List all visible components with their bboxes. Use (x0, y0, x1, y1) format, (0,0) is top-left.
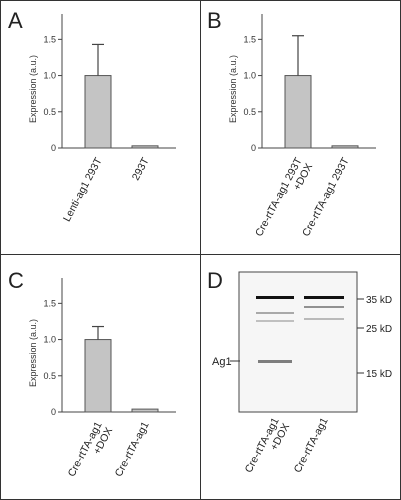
blot-band-lane2-faint-b (304, 318, 344, 320)
panel-a-category-label-2-line1: 293T (130, 155, 152, 182)
blot-background (240, 273, 356, 411)
blot-band-lane2-35kd (304, 296, 344, 299)
blot-band-lane1-35kd (256, 296, 294, 299)
panel-a-y-tick-label: 0 (51, 143, 56, 153)
panel-b-y-tick-label: 0 (251, 143, 256, 153)
panel-d-blot: D 35 kD 25 kD 15 kD Ag1 Cre-rtTA-ag1 +DO… (207, 268, 392, 475)
panel-a-bar-1 (84, 75, 112, 149)
panel-b-letter: B (207, 8, 222, 33)
blot-band-lane1-faint-a (256, 312, 294, 314)
panel-c-y-tick-label: 0 (51, 407, 56, 417)
panel-a-bar-2 (131, 145, 159, 149)
blot-band-lane1-faint-b (256, 320, 294, 322)
panel-a-category-label-1-line1: Lenti-ag1 293T (61, 155, 105, 224)
band-label-ag1: Ag1 (212, 356, 232, 368)
marker-label-35kd: 35 kD (366, 295, 392, 306)
panel-a-chart: A 0 0.5 1.0 1.5 Expression (a.u.) Lenti-ag1 2… (8, 8, 176, 224)
panel-a-y-tick-label: 0.5 (43, 107, 56, 117)
panel-b-y-axis-label: Expression (a.u.) (228, 55, 238, 123)
panel-c-category-label-2-line1: Cre-rtTA-ag1 (113, 420, 152, 479)
marker-label-25kd: 25 kD (366, 324, 392, 335)
panel-a-letter: A (8, 8, 23, 33)
panel-c-y-tick-label: 0.5 (43, 371, 56, 381)
lane-label-1: Cre-rtTA-ag1 +DOX (243, 416, 293, 475)
panel-c-y-tick-label: 1.5 (43, 298, 56, 308)
panel-b-category-label-1-line1: Cre-rtTA-ag1 293T (253, 155, 305, 238)
panel-c-category-label-1: Cre-rtTA-ag1+DOX (66, 420, 116, 479)
panel-c-chart: C 0 0.5 1.0 1.5 Expression (a.u.) Cre-rtTA-ag… (8, 268, 176, 479)
panel-a-y-tick-label: 1.0 (43, 71, 56, 81)
panel-b-bar-2 (331, 145, 359, 149)
panel-a-category-label-2: 293T (130, 155, 152, 182)
panel-b-y-tick-label: 1.0 (243, 71, 256, 81)
panel-c-y-axis-label: Expression (a.u.) (28, 319, 38, 387)
panel-a-y-tick-label: 1.5 (43, 34, 56, 44)
lane-label-2: Cre-rtTA-ag1 (292, 416, 331, 475)
panel-c-letter: C (8, 268, 24, 293)
panel-c-bar-1 (84, 339, 112, 413)
panel-a-y-axis-label: Expression (a.u.) (28, 55, 38, 123)
blot-band-lane2-faint-a (304, 306, 344, 308)
panel-d-letter: D (207, 268, 223, 293)
panel-b-y-tick-label: 1.5 (243, 34, 256, 44)
panel-c-bar-2 (131, 408, 159, 413)
panel-a-category-label-1: Lenti-ag1 293T (61, 155, 105, 224)
panel-b-chart: B 0 0.5 1.0 1.5 Expression (a.u.) Cre-rtTA-ag… (207, 8, 376, 239)
panel-b-bar-1 (284, 75, 312, 149)
marker-label-15kd: 15 kD (366, 369, 392, 380)
blot-band-lane1-ag1 (258, 360, 292, 363)
panel-c-y-tick-label: 1.0 (43, 335, 56, 345)
panel-b-y-tick-label: 0.5 (243, 107, 256, 117)
panel-c-category-label-2: Cre-rtTA-ag1 (113, 420, 152, 479)
lane-label-2-line1: Cre-rtTA-ag1 (292, 416, 331, 475)
